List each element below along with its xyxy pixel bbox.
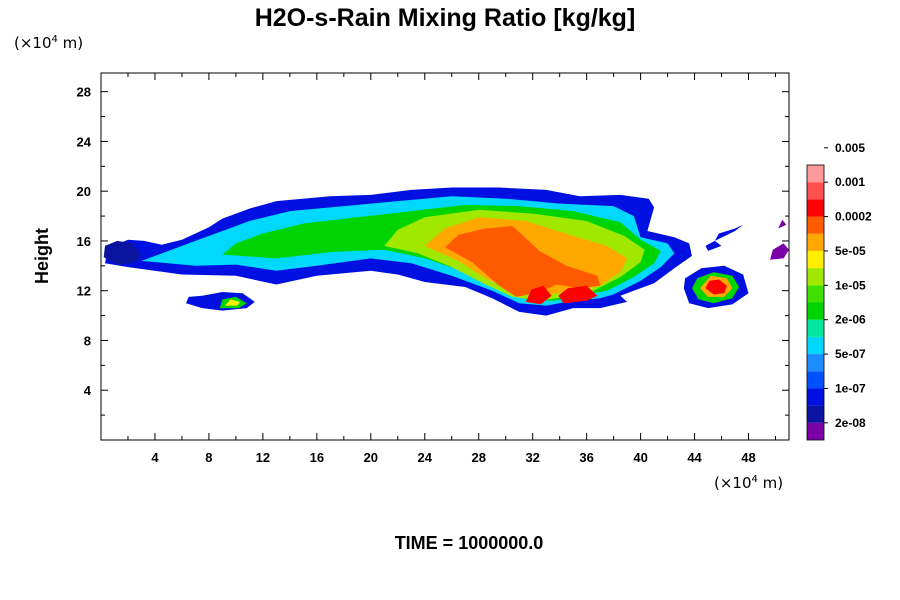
edge-wisp-level-0 bbox=[778, 219, 787, 229]
colorbar-swatch bbox=[807, 199, 824, 217]
colorbar-label: 5e-05 bbox=[835, 244, 866, 258]
colorbar-swatch bbox=[807, 422, 824, 440]
colorbar-swatch bbox=[807, 302, 824, 320]
colorbar-swatch bbox=[807, 250, 824, 269]
colorbar-label: 1e-05 bbox=[835, 278, 866, 292]
chart-title: H2O-s-Rain Mixing Ratio [kg/kg] bbox=[255, 4, 636, 32]
x-tick-label: 24 bbox=[418, 450, 433, 465]
main-cloud-level-13 bbox=[558, 285, 598, 304]
colorbar-swatch bbox=[807, 285, 824, 303]
colorbar: 2e-08 1e-07 5e-07 2e-06 1e-05 5e-05 0.0002 0.00… bbox=[806, 141, 872, 441]
colorbar-frame bbox=[806, 164, 825, 441]
y-tick-label: 28 bbox=[77, 85, 91, 100]
left-blob-level-1 bbox=[103, 240, 142, 265]
colorbar-label: 0.0002 bbox=[835, 210, 872, 224]
colorbar-swatch bbox=[807, 182, 824, 200]
time-label: TIME = 1000000.0 bbox=[395, 533, 544, 553]
wisp-level-2 bbox=[705, 240, 722, 251]
x-tick-label: 32 bbox=[525, 450, 539, 465]
colorbar-label: 0.001 bbox=[835, 175, 865, 189]
colorbar-swatch bbox=[807, 216, 824, 234]
colorbar-swatch bbox=[807, 165, 824, 183]
x-tick-label: 28 bbox=[471, 450, 485, 465]
colorbar-swatch bbox=[807, 405, 824, 423]
colorbar-label: 2e-06 bbox=[835, 313, 866, 327]
small-cloud-level-10 bbox=[225, 299, 240, 306]
colorbar-swatch bbox=[807, 371, 824, 389]
x-tick-label: 4 bbox=[151, 450, 159, 465]
y-tick-label: 4 bbox=[84, 383, 92, 398]
right-cell-level-13 bbox=[705, 279, 727, 295]
y-tick-label: 16 bbox=[77, 234, 91, 249]
colorbar-label: 0.005 bbox=[835, 141, 865, 155]
x-tick-label: 44 bbox=[687, 450, 702, 465]
y-tick-label: 8 bbox=[84, 333, 91, 348]
x-unit-label: (×104 m) bbox=[714, 474, 783, 492]
colorbar-label: 5e-07 bbox=[835, 347, 866, 361]
main-cloud-level-12 bbox=[445, 226, 601, 297]
x-tick-label: 12 bbox=[256, 450, 270, 465]
colorbar-swatch bbox=[807, 233, 824, 251]
x-tick-label: 40 bbox=[633, 450, 647, 465]
colorbar-swatch bbox=[807, 336, 824, 355]
x-tick-label: 36 bbox=[579, 450, 593, 465]
colorbar-swatch bbox=[807, 354, 824, 372]
colorbar-swatch bbox=[807, 268, 824, 286]
y-tick-label: 20 bbox=[77, 184, 91, 199]
y-axis-label: Height bbox=[32, 228, 52, 284]
main-cloud-level-13 bbox=[525, 285, 552, 305]
x-tick-label: 8 bbox=[205, 450, 212, 465]
colorbar-label: 1e-07 bbox=[835, 381, 866, 395]
x-tick-label: 48 bbox=[741, 450, 755, 465]
x-tick-label: 16 bbox=[310, 450, 324, 465]
colorbar-swatch bbox=[807, 319, 824, 337]
colorbar-swatch bbox=[807, 388, 824, 406]
x-tick-label: 20 bbox=[364, 450, 378, 465]
wisp-level-2 bbox=[714, 224, 744, 241]
edge-wisp-level-0 bbox=[770, 243, 789, 260]
colorbar-label: 2e-08 bbox=[835, 416, 866, 430]
y-tick-label: 12 bbox=[77, 284, 91, 299]
y-tick-label: 24 bbox=[77, 134, 92, 149]
y-unit-label: (×104 m) bbox=[14, 34, 83, 52]
plot-frame bbox=[100, 72, 790, 441]
